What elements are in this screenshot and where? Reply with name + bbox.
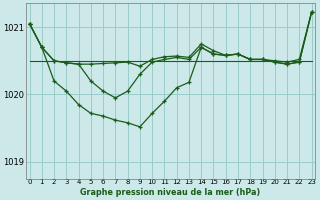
- X-axis label: Graphe pression niveau de la mer (hPa): Graphe pression niveau de la mer (hPa): [80, 188, 261, 197]
